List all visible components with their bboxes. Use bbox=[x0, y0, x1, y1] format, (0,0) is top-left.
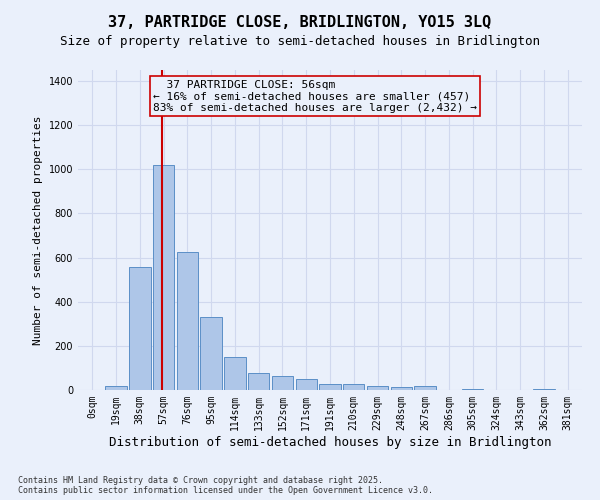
Bar bbox=[533, 389, 554, 390]
Bar bbox=[153, 165, 174, 390]
Bar bbox=[367, 386, 388, 390]
Bar bbox=[129, 267, 151, 390]
Bar bbox=[391, 388, 412, 390]
Bar bbox=[248, 374, 269, 390]
Bar bbox=[176, 252, 198, 390]
Bar bbox=[200, 317, 222, 390]
Bar bbox=[415, 386, 436, 390]
Bar bbox=[319, 384, 341, 390]
Text: Contains HM Land Registry data © Crown copyright and database right 2025.
Contai: Contains HM Land Registry data © Crown c… bbox=[18, 476, 433, 495]
Bar bbox=[462, 389, 484, 390]
Text: 37 PARTRIDGE CLOSE: 56sqm
← 16% of semi-detached houses are smaller (457)
83% of: 37 PARTRIDGE CLOSE: 56sqm ← 16% of semi-… bbox=[153, 80, 477, 113]
Text: Size of property relative to semi-detached houses in Bridlington: Size of property relative to semi-detach… bbox=[60, 35, 540, 48]
Bar bbox=[272, 376, 293, 390]
Bar bbox=[224, 357, 245, 390]
Bar bbox=[296, 378, 317, 390]
Bar bbox=[343, 384, 364, 390]
Y-axis label: Number of semi-detached properties: Number of semi-detached properties bbox=[33, 116, 43, 345]
Bar bbox=[106, 386, 127, 390]
Text: 37, PARTRIDGE CLOSE, BRIDLINGTON, YO15 3LQ: 37, PARTRIDGE CLOSE, BRIDLINGTON, YO15 3… bbox=[109, 15, 491, 30]
X-axis label: Distribution of semi-detached houses by size in Bridlington: Distribution of semi-detached houses by … bbox=[109, 436, 551, 448]
